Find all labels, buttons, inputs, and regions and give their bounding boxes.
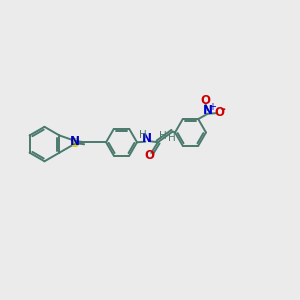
Text: O: O xyxy=(200,94,210,106)
Text: H: H xyxy=(159,131,167,141)
Text: S: S xyxy=(70,137,79,150)
Text: H: H xyxy=(140,130,147,140)
Text: O: O xyxy=(214,106,225,119)
Text: H: H xyxy=(168,133,175,143)
Text: N: N xyxy=(203,104,213,117)
Text: N: N xyxy=(70,135,80,148)
Text: -: - xyxy=(221,103,226,116)
Text: O: O xyxy=(144,149,154,162)
Text: +: + xyxy=(208,102,216,112)
Text: N: N xyxy=(142,132,152,145)
